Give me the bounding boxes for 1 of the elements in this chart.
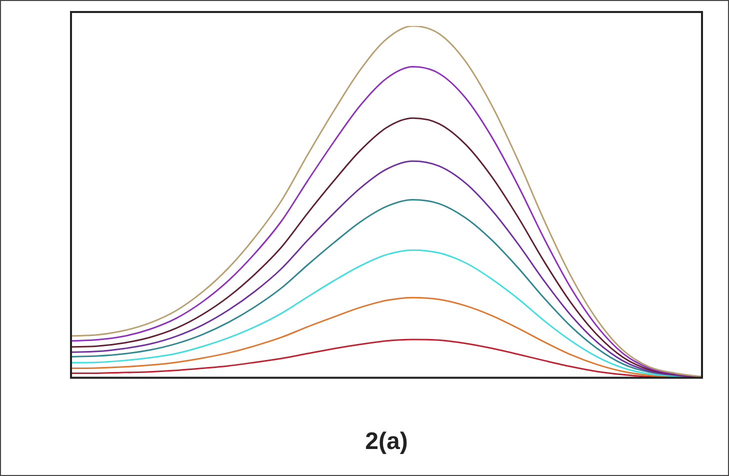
text: 2(a) bbox=[365, 428, 408, 456]
